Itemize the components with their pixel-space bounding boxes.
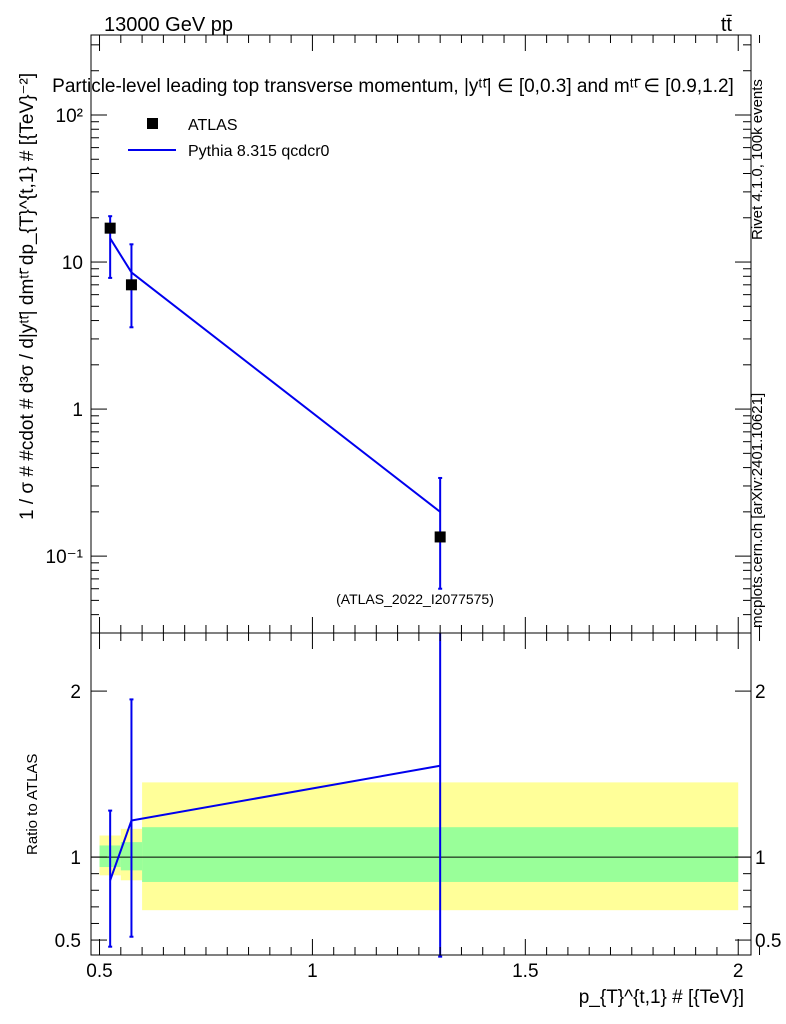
ratio-axis-ticks (91, 633, 761, 955)
analysis-label: (ATLAS_2022_I2077575) (336, 591, 494, 607)
ratio-mc-series (108, 633, 443, 958)
ratio-y-tick-labels: 0.5 0.5 1 1 2 2 (55, 682, 782, 952)
ratio-y-tick-label-right: 2 (755, 682, 766, 703)
main-y-axis-label: 1 / σ # #cdot # d³σ / d|yᵗᵗ̄| dmᵗᵗ̄ dp_{… (17, 73, 38, 520)
x-tick-label: 1 (307, 961, 318, 982)
mc-series (108, 215, 443, 590)
x-tick-label: 1.5 (512, 961, 538, 982)
ratio-y-tick-label: 0.5 (55, 931, 81, 952)
mc-line (109, 237, 441, 513)
x-tick-label: 2 (733, 961, 744, 982)
ratio-x-tick-labels: 0.5 1 1.5 2 (86, 961, 743, 982)
legend: ATLAS Pythia 8.315 qcdcr0 (128, 117, 330, 160)
main-y-tick-label: 10⁻¹ (46, 547, 84, 568)
data-series (104, 222, 446, 543)
main-y-tick-label: 1 (72, 400, 83, 421)
ratio-y-axis-label: Ratio to ATLAS (24, 754, 41, 855)
ratio-y-tick-label: 2 (70, 682, 81, 703)
main-y-tick-label: 10² (56, 106, 83, 127)
main-y-tick-labels: 10⁻¹ 1 10 10² (46, 106, 84, 568)
main-panel: 10⁻¹ 1 10 10² 1 / σ # #cdot # d³σ / d|yᵗᵗ̄|… (17, 34, 761, 634)
process-label: tt̄ (721, 14, 733, 36)
data-point (434, 531, 446, 543)
legend-pythia-label: Pythia 8.315 qcdcr0 (188, 143, 330, 160)
ratio-y-tick-label-right: 1 (755, 848, 766, 869)
main-y-tick-label: 10 (62, 253, 83, 274)
plot-title: Particle-level leading top transverse mo… (52, 76, 734, 97)
ratio-y-tick-label-right: 0.5 (755, 931, 781, 952)
data-point (125, 279, 137, 291)
ratio-panel: 0.5 0.51 12 2 0.5 1 1.5 2 Ratio to ATLAS p_{T}… (24, 632, 782, 1008)
legend-atlas-marker (147, 118, 158, 129)
x-axis-label: p_{T}^{t,1} # [{TeV}] (579, 987, 744, 1008)
rivet-label: Rivet 4.1.0, 100k events (749, 79, 766, 240)
ratio-frame (90, 632, 752, 956)
data-point (104, 222, 116, 234)
energy-label: 13000 GeV pp (104, 14, 233, 36)
mcplots-label: mcplots.cern.ch [arXiv:2401.10621] (749, 393, 766, 628)
ratio-y-tick-label: 1 (70, 848, 81, 869)
legend-atlas-label: ATLAS (188, 117, 238, 134)
main-axis-ticks (91, 35, 761, 634)
ratio-uncertainty-bands (99, 782, 739, 911)
x-tick-label: 0.5 (86, 961, 112, 982)
